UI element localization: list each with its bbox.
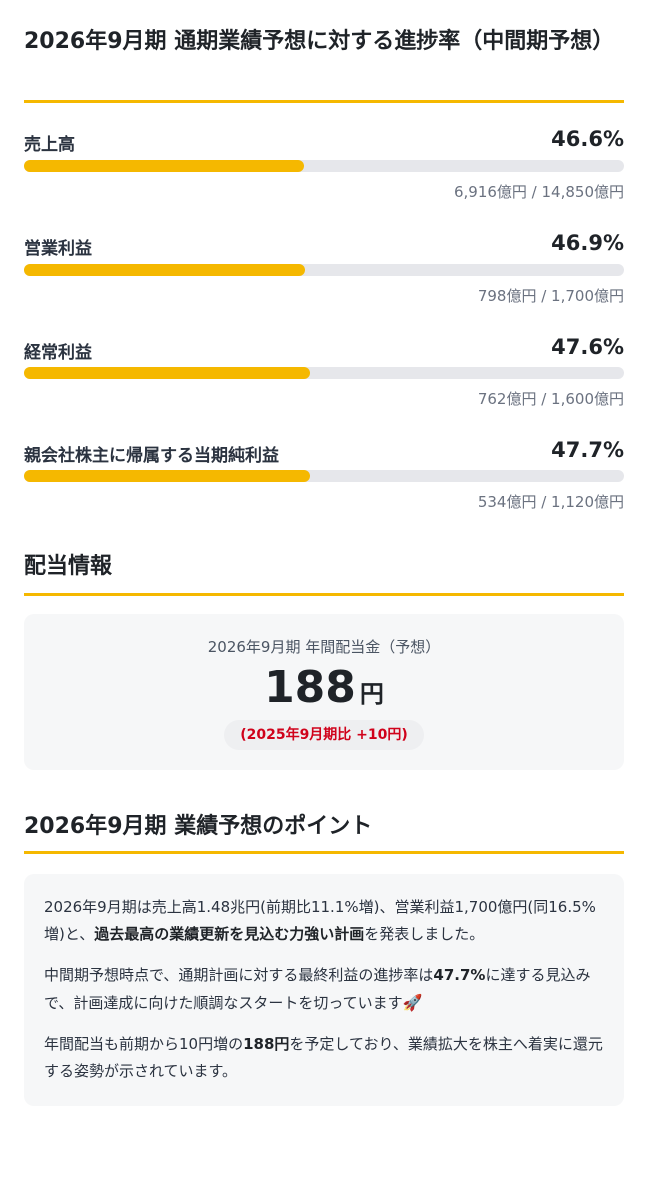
progress-fill-net-income xyxy=(24,470,311,482)
points-section-title: 2026年9月期 業績予想のポイント xyxy=(24,814,373,839)
metric-detail-operating-profit: 798億円 / 1,700億円 xyxy=(477,287,624,305)
progress-fill-operating-profit xyxy=(24,264,306,276)
point-paragraph-3: 年間配当も前期から10円増の188円を予定しており、業績拡大を株主へ着実に還元す… xyxy=(44,1031,604,1085)
point-text: 年間配当も前期から10円増の xyxy=(44,1035,244,1053)
title-underline xyxy=(24,100,624,103)
rocket-icon: 🚀 xyxy=(402,993,423,1012)
dividend-amount: 188 円 xyxy=(24,662,624,713)
points-card: 2026年9月期は売上高1.48兆円(前期比11.1%増)、営業利益1,700億… xyxy=(24,874,624,1106)
metric-detail-net-income: 534億円 / 1,120億円 xyxy=(477,493,624,511)
point-emphasis: 47.7% xyxy=(433,966,486,984)
metric-label-operating-profit: 営業利益 xyxy=(24,239,92,259)
progress-bar-sales xyxy=(24,160,624,172)
point-text: 中間期予想時点で、通期計画に対する最終利益の進捗率は xyxy=(44,966,434,984)
point-paragraph-2: 中間期予想時点で、通期計画に対する最終利益の進捗率は47.7%に達する見込みで、… xyxy=(44,962,604,1017)
metric-percent-operating-profit: 46.9% xyxy=(551,231,624,255)
progress-section-title: 2026年9月期 通期業績予想に対する進捗率（中間期予想） xyxy=(24,29,615,54)
dividend-caption: 2026年9月期 年間配当金（予想） xyxy=(207,638,441,656)
metric-label-ordinary-profit: 経常利益 xyxy=(24,343,92,363)
point-paragraph-1: 2026年9月期は売上高1.48兆円(前期比11.1%増)、営業利益1,700億… xyxy=(44,894,604,948)
title-underline xyxy=(24,593,624,596)
metric-percent-net-income: 47.7% xyxy=(551,438,624,462)
dividend-amount-unit: 円 xyxy=(359,680,384,708)
progress-bar-ordinary-profit xyxy=(24,367,624,379)
metric-detail-ordinary-profit: 762億円 / 1,600億円 xyxy=(477,390,624,408)
dividend-amount-value: 188 xyxy=(264,662,356,713)
metric-percent-ordinary-profit: 47.6% xyxy=(551,335,624,359)
progress-bar-net-income xyxy=(24,470,624,482)
title-underline xyxy=(24,851,624,854)
metric-label-sales: 売上高 xyxy=(24,135,75,155)
metric-label-net-income: 親会社株主に帰属する当期純利益 xyxy=(24,446,279,466)
point-text: を発表しました。 xyxy=(364,925,485,943)
point-emphasis: 188円 xyxy=(243,1035,290,1053)
point-text: に達する見込みで、計画達成に向けた順調なスタートを切っています xyxy=(44,966,591,1012)
dividend-change-badge: (2025年9月期比 +10円) xyxy=(224,720,424,750)
point-text: を予定しており、業績拡大を株主へ着実に還元する姿勢が示されています。 xyxy=(44,1035,603,1080)
metric-detail-sales: 6,916億円 / 14,850億円 xyxy=(453,183,624,201)
point-text: 2026年9月期は売上高1.48兆円(前期比11.1%増)、営業利益1,700億… xyxy=(44,898,596,943)
dividend-card: 2026年9月期 年間配当金（予想） 188 円 (2025年9月期比 +10円) xyxy=(24,614,624,770)
metric-percent-sales: 46.6% xyxy=(551,127,624,151)
progress-fill-sales xyxy=(24,160,304,172)
progress-fill-ordinary-profit xyxy=(24,367,310,379)
point-emphasis: 過去最高の業績更新を見込む力強い計画 xyxy=(94,925,365,943)
dividend-section-title: 配当情報 xyxy=(24,554,113,579)
progress-bar-operating-profit xyxy=(24,264,624,276)
